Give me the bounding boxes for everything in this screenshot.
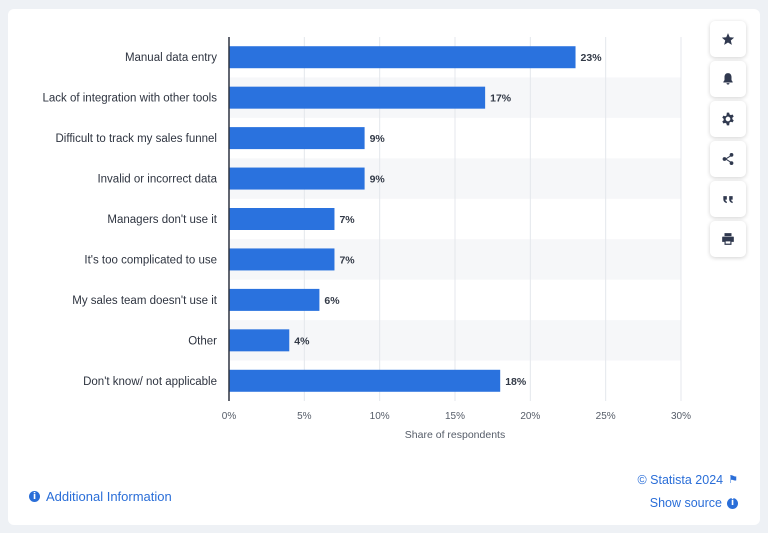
data-label: 17% (490, 93, 512, 105)
x-tick-label: 0% (222, 411, 237, 422)
cite-button[interactable] (710, 181, 746, 217)
info-icon: i (727, 498, 738, 509)
bar (229, 329, 290, 352)
copyright-label: © Statista 2024 (637, 473, 724, 487)
category-label: It's too complicated to use (84, 254, 217, 266)
category-label: Managers don't use it (107, 214, 217, 226)
category-label: Invalid or incorrect data (97, 174, 217, 186)
show-source-label: Show source (649, 496, 722, 510)
additional-information-link[interactable]: i Additional Information (29, 489, 172, 504)
chart-toolbar (710, 21, 748, 261)
bar (229, 248, 335, 271)
data-label: 4% (294, 335, 310, 347)
bar (229, 46, 576, 69)
gear-icon (722, 112, 734, 126)
x-tick-label: 30% (671, 411, 691, 422)
x-axis-title: Share of respondents (405, 429, 505, 441)
category-label: Difficult to track my sales funnel (56, 133, 218, 145)
bar (229, 86, 486, 109)
category-label: Other (188, 335, 217, 347)
quote-icon (723, 196, 733, 204)
category-label: Don't know/ not applicable (83, 376, 217, 388)
settings-button[interactable] (710, 101, 746, 137)
flag-icon: ⚑ (728, 474, 738, 486)
bar (229, 167, 365, 190)
favorite-button[interactable] (710, 21, 746, 57)
x-tick-label: 5% (297, 411, 312, 422)
data-label: 9% (370, 133, 386, 145)
share-button[interactable] (710, 141, 746, 177)
x-tick-label: 10% (370, 411, 390, 422)
bar (229, 369, 501, 392)
data-label: 18% (505, 376, 527, 388)
bell-icon (723, 73, 733, 85)
category-label: My sales team doesn't use it (72, 295, 218, 307)
info-icon: i (29, 491, 40, 502)
data-label: 6% (324, 295, 340, 307)
printer-icon (722, 233, 734, 245)
star-icon (721, 33, 735, 45)
data-label: 9% (370, 174, 386, 186)
additional-information-label: Additional Information (46, 489, 172, 504)
data-label: 7% (339, 254, 355, 266)
data-label: 23% (581, 52, 603, 64)
x-tick-label: 15% (445, 411, 465, 422)
x-tick-label: 20% (520, 411, 540, 422)
category-label: Lack of integration with other tools (42, 93, 217, 105)
bar (229, 127, 365, 150)
notification-button[interactable] (710, 61, 746, 97)
category-label: Manual data entry (125, 52, 217, 64)
x-tick-label: 25% (596, 411, 616, 422)
data-label: 7% (339, 214, 355, 226)
print-button[interactable] (710, 221, 746, 257)
share-icon (722, 153, 734, 165)
copyright-link[interactable]: © Statista 2024 ⚑ (637, 469, 738, 492)
source-area: © Statista 2024 ⚑ Show source i (637, 469, 738, 515)
bar (229, 288, 320, 311)
bar (229, 208, 335, 230)
show-source-link[interactable]: Show source i (637, 492, 738, 515)
